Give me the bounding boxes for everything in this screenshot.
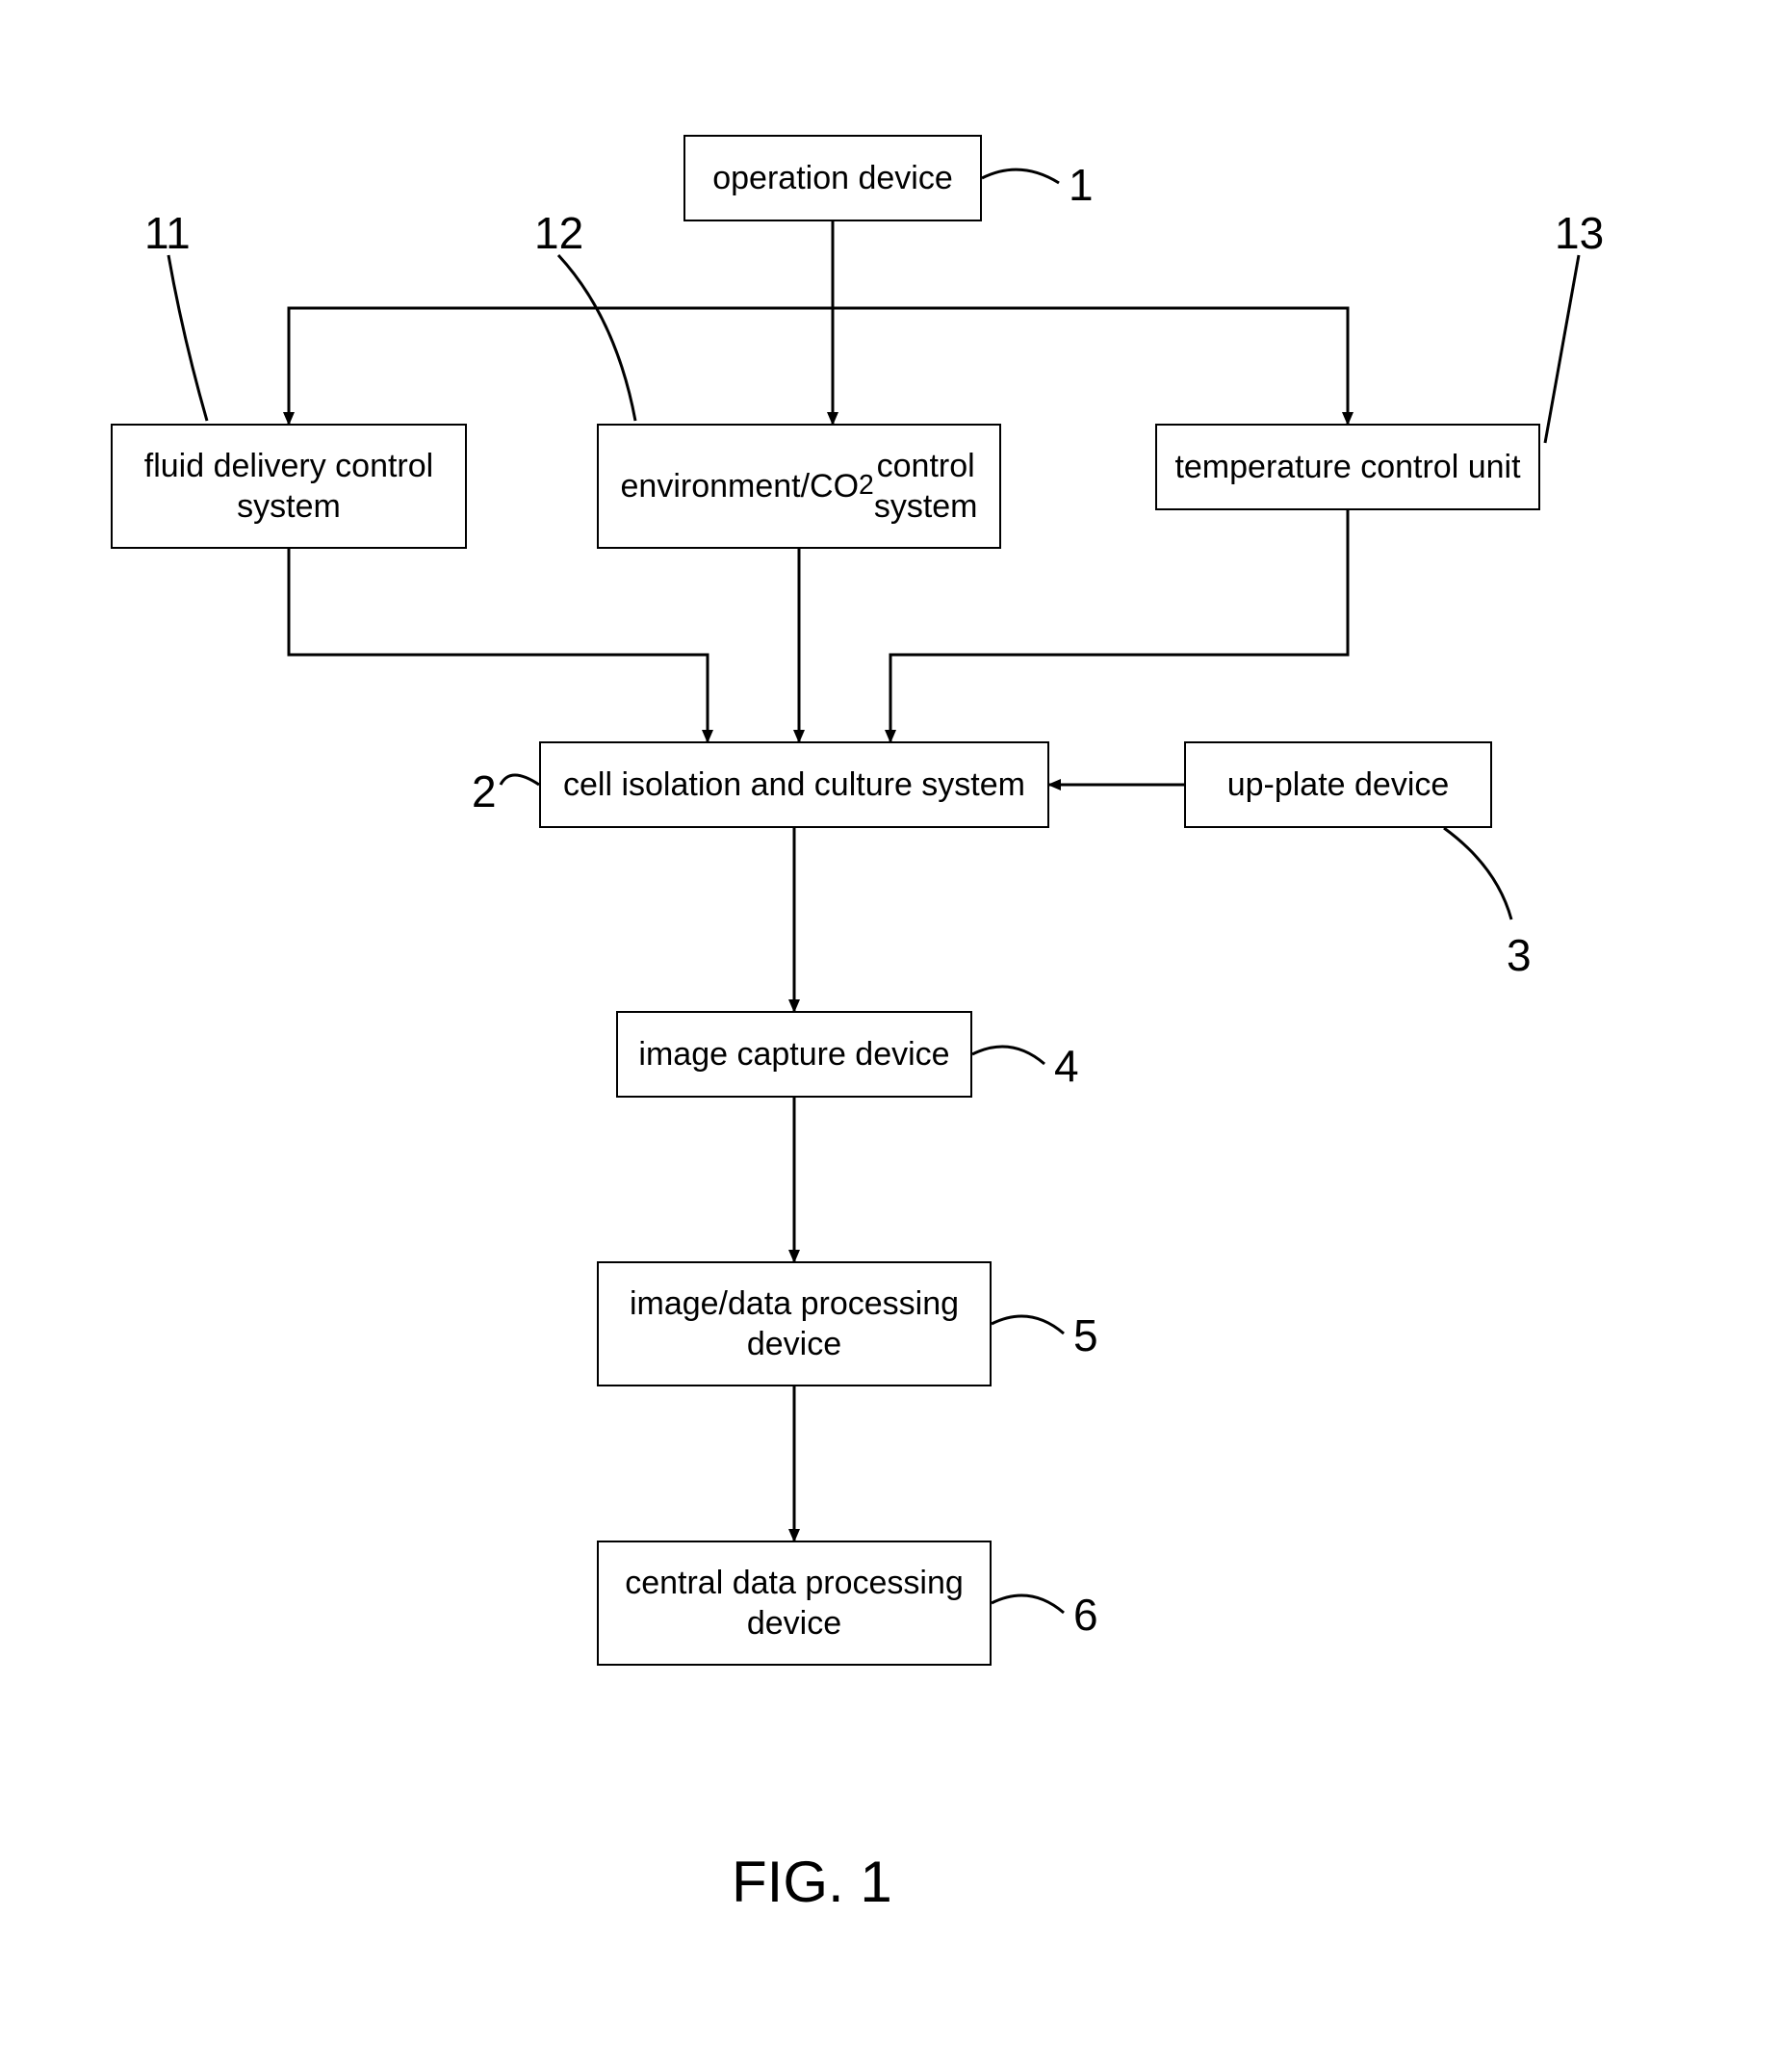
ref-6: 6	[1073, 1589, 1098, 1641]
ref-3: 3	[1507, 929, 1532, 981]
edge-n11-n2	[289, 549, 708, 741]
node-image-data-processing-device: image/data processingdevice	[597, 1261, 992, 1386]
node-cell-isolation-culture-system: cell isolation and culture system	[539, 741, 1049, 828]
leader-l1	[982, 169, 1059, 183]
leader-l5	[992, 1316, 1064, 1334]
leader-l3	[1444, 828, 1511, 919]
ref-1: 1	[1069, 159, 1094, 211]
leader-l11	[168, 255, 207, 421]
node-environment-co2-control-system: environment/CO2 controlsystem	[597, 424, 1001, 549]
ref-2: 2	[472, 765, 497, 817]
ref-4: 4	[1054, 1040, 1079, 1092]
ref-11: 11	[144, 207, 191, 259]
figure-caption: FIG. 1	[732, 1849, 892, 1915]
node-up-plate-device: up-plate device	[1184, 741, 1492, 828]
node-temperature-control-unit: temperature control unit	[1155, 424, 1540, 510]
ref-12: 12	[534, 207, 583, 259]
edge-n1-n13	[833, 221, 1348, 424]
node-image-capture-device: image capture device	[616, 1011, 972, 1098]
node-central-data-processing-device: central data processingdevice	[597, 1541, 992, 1666]
node-operation-device: operation device	[683, 135, 982, 221]
leader-l13	[1545, 255, 1579, 443]
ref-13: 13	[1555, 207, 1604, 259]
leader-l12	[558, 255, 635, 421]
leader-l4	[972, 1047, 1044, 1064]
ref-5: 5	[1073, 1309, 1098, 1361]
node-fluid-delivery-control-system: fluid delivery controlsystem	[111, 424, 467, 549]
leader-l6	[992, 1595, 1064, 1613]
leader-l2	[501, 775, 539, 785]
